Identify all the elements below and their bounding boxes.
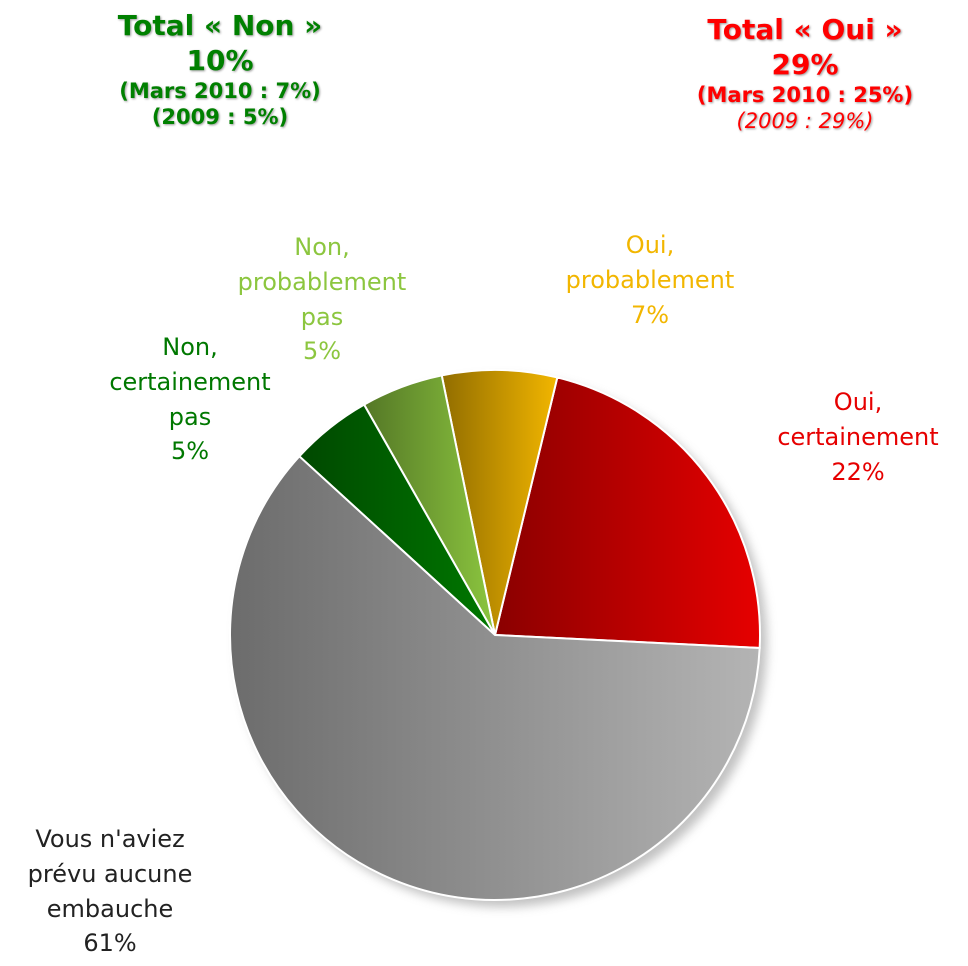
annotation-line: (2009 : 29%)	[736, 109, 874, 134]
category-label: Oui, probablement	[565, 231, 735, 294]
slice-label: Vous n'aviez prévu aucune embauche 61%	[10, 822, 210, 961]
annotation-line: (Mars 2010 : 25%)	[696, 83, 914, 107]
value-label: 61%	[83, 929, 137, 958]
category-label: Vous n'aviez prévu aucune embauche	[27, 825, 193, 923]
value-label: 5%	[302, 337, 342, 366]
annotation-line: 10%	[186, 44, 254, 77]
category-label: Oui, certainement	[777, 388, 939, 451]
category-label: Non, probablement pas	[237, 233, 407, 331]
annotation: Total « Oui » 29% (Mars 2010 : 25%) (2009 :…	[645, 12, 965, 135]
annotation-line: (2009 : 5%)	[151, 105, 289, 130]
annotation-line: Total « Non »	[117, 9, 323, 42]
category-label: Non, certainement pas	[109, 333, 271, 431]
annotation: Total « Non » 10% (Mars 2010 : 7%) (2009 : …	[60, 8, 380, 131]
slice-label: Non, certainement pas 5%	[95, 330, 285, 469]
annotation-line: 29%	[771, 48, 839, 81]
slice-label: Oui, certainement 22%	[773, 385, 943, 489]
value-label: 22%	[831, 457, 885, 486]
pie-slice	[229, 454, 761, 901]
slice-label: Non, probablement pas 5%	[217, 230, 427, 369]
pie-slice	[440, 369, 559, 636]
slice-label: Oui, probablement 7%	[540, 228, 760, 332]
value-label: 7%	[630, 300, 670, 329]
annotation-line: (Mars 2010 : 7%)	[119, 79, 321, 103]
value-label: 5%	[170, 437, 210, 466]
annotation-line: Total « Oui »	[707, 13, 903, 46]
pie-slice	[493, 376, 762, 649]
